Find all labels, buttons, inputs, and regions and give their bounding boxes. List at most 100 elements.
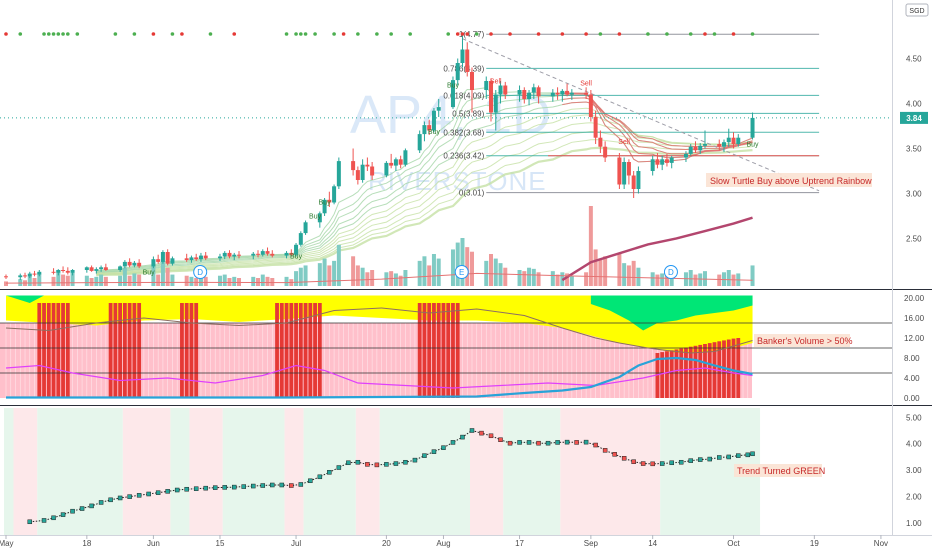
candle-body <box>617 157 622 185</box>
volume-bar <box>217 275 222 286</box>
volume-bar <box>317 263 322 286</box>
signal-dot <box>598 32 603 36</box>
candle-body <box>284 252 289 256</box>
candle-body <box>127 261 132 266</box>
bankers-volume-bar <box>113 303 118 398</box>
signal-dot <box>536 32 541 36</box>
volume-bar <box>436 258 441 286</box>
x-axis-tick-label: Sep <box>584 539 599 548</box>
volume-bar <box>27 275 32 286</box>
candle-body <box>270 253 275 256</box>
bankers-volume-bar <box>289 303 294 398</box>
fib-level-label: 0.382(3.68) <box>443 128 484 137</box>
trend-background-segment <box>560 408 661 535</box>
signal-dot <box>455 32 460 36</box>
trend-point <box>431 449 437 454</box>
signal-dot <box>584 32 588 36</box>
volume-bar <box>251 276 256 286</box>
candle-body <box>132 262 137 266</box>
candle-body <box>460 49 465 63</box>
signal-dot <box>688 32 693 36</box>
candle-body <box>189 257 194 261</box>
bank-green-fill <box>590 295 753 331</box>
trend-point <box>374 462 380 468</box>
volume-bar <box>37 273 42 286</box>
volume-bar <box>455 242 460 286</box>
candle-body <box>455 63 460 81</box>
volume-bar <box>550 271 555 286</box>
last-price-tag <box>900 111 928 124</box>
volume-ma-line <box>561 216 753 282</box>
candle-body <box>37 271 42 275</box>
volume-bar <box>222 274 227 286</box>
trend-point <box>745 452 751 458</box>
signal-dot <box>375 32 379 36</box>
candle-body <box>317 213 322 223</box>
bankers-volume-bar <box>118 303 123 398</box>
price-axis-tick-label: 3.00 <box>906 190 922 199</box>
bankers-volume-bar <box>122 303 127 398</box>
volume-bar <box>536 272 541 286</box>
trend-point <box>393 461 399 466</box>
event-marker-label: D <box>668 268 674 277</box>
signal-dot <box>170 32 175 36</box>
volume-bar <box>360 267 365 286</box>
trend-point <box>526 440 532 445</box>
x-axis-tick-label: May <box>0 539 14 548</box>
bankers-volume-bar <box>451 303 455 398</box>
candle-body <box>403 150 408 165</box>
candle-body <box>232 254 237 257</box>
candle-body <box>99 267 104 270</box>
volume-bar <box>303 265 308 286</box>
bank-blue-line <box>6 356 753 399</box>
signal-dot <box>489 32 493 36</box>
signal-dot <box>232 32 237 36</box>
signal-dot <box>665 32 669 36</box>
x-axis-tick-label: 19 <box>810 539 819 548</box>
candle-body <box>655 159 660 165</box>
trend-point <box>517 440 522 445</box>
candle-body <box>160 252 165 262</box>
currency-label: SGD <box>909 8 924 15</box>
candle-body <box>650 159 655 171</box>
x-axis-tick-label: Aug <box>436 539 450 548</box>
volume-bar <box>89 278 94 286</box>
bankers-volume-bar <box>674 349 679 398</box>
trend-point <box>327 470 332 475</box>
candle-body <box>393 159 398 166</box>
candle-body <box>222 252 227 257</box>
buy-signal-label: Buy <box>319 199 332 206</box>
volume-bar <box>332 260 337 286</box>
bankers-volume-bar <box>317 303 322 398</box>
bank-axis-tick-label: 16.00 <box>904 314 925 323</box>
trend-point <box>631 459 636 464</box>
trend-point <box>317 474 323 480</box>
volume-bar <box>555 274 560 286</box>
signal-dot <box>18 32 23 36</box>
bank-green-fill <box>6 295 45 303</box>
trend-point <box>89 503 94 509</box>
ma-ribbon-red-line <box>562 94 753 155</box>
trend-point <box>403 459 408 465</box>
trend-point <box>346 460 351 466</box>
candle-body <box>56 270 61 273</box>
signal-dot <box>75 32 80 36</box>
volume-bar <box>70 272 75 286</box>
trend-point <box>593 442 598 448</box>
candle-body <box>298 233 303 245</box>
volume-bar <box>232 276 237 286</box>
sell-signal-label: Sell <box>618 139 630 146</box>
candle-body <box>717 144 722 147</box>
trend-point <box>659 461 665 466</box>
trend-point <box>555 440 560 445</box>
candle-body <box>750 117 755 138</box>
trend-point <box>174 487 180 493</box>
volume-bar <box>664 275 669 286</box>
trend-axis-tick-label: 4.00 <box>906 440 922 449</box>
trend-point <box>412 457 418 463</box>
candle-body <box>389 162 394 166</box>
candle-body <box>555 92 560 95</box>
candle-body <box>603 146 608 158</box>
bankers-volume-bar <box>417 303 422 398</box>
